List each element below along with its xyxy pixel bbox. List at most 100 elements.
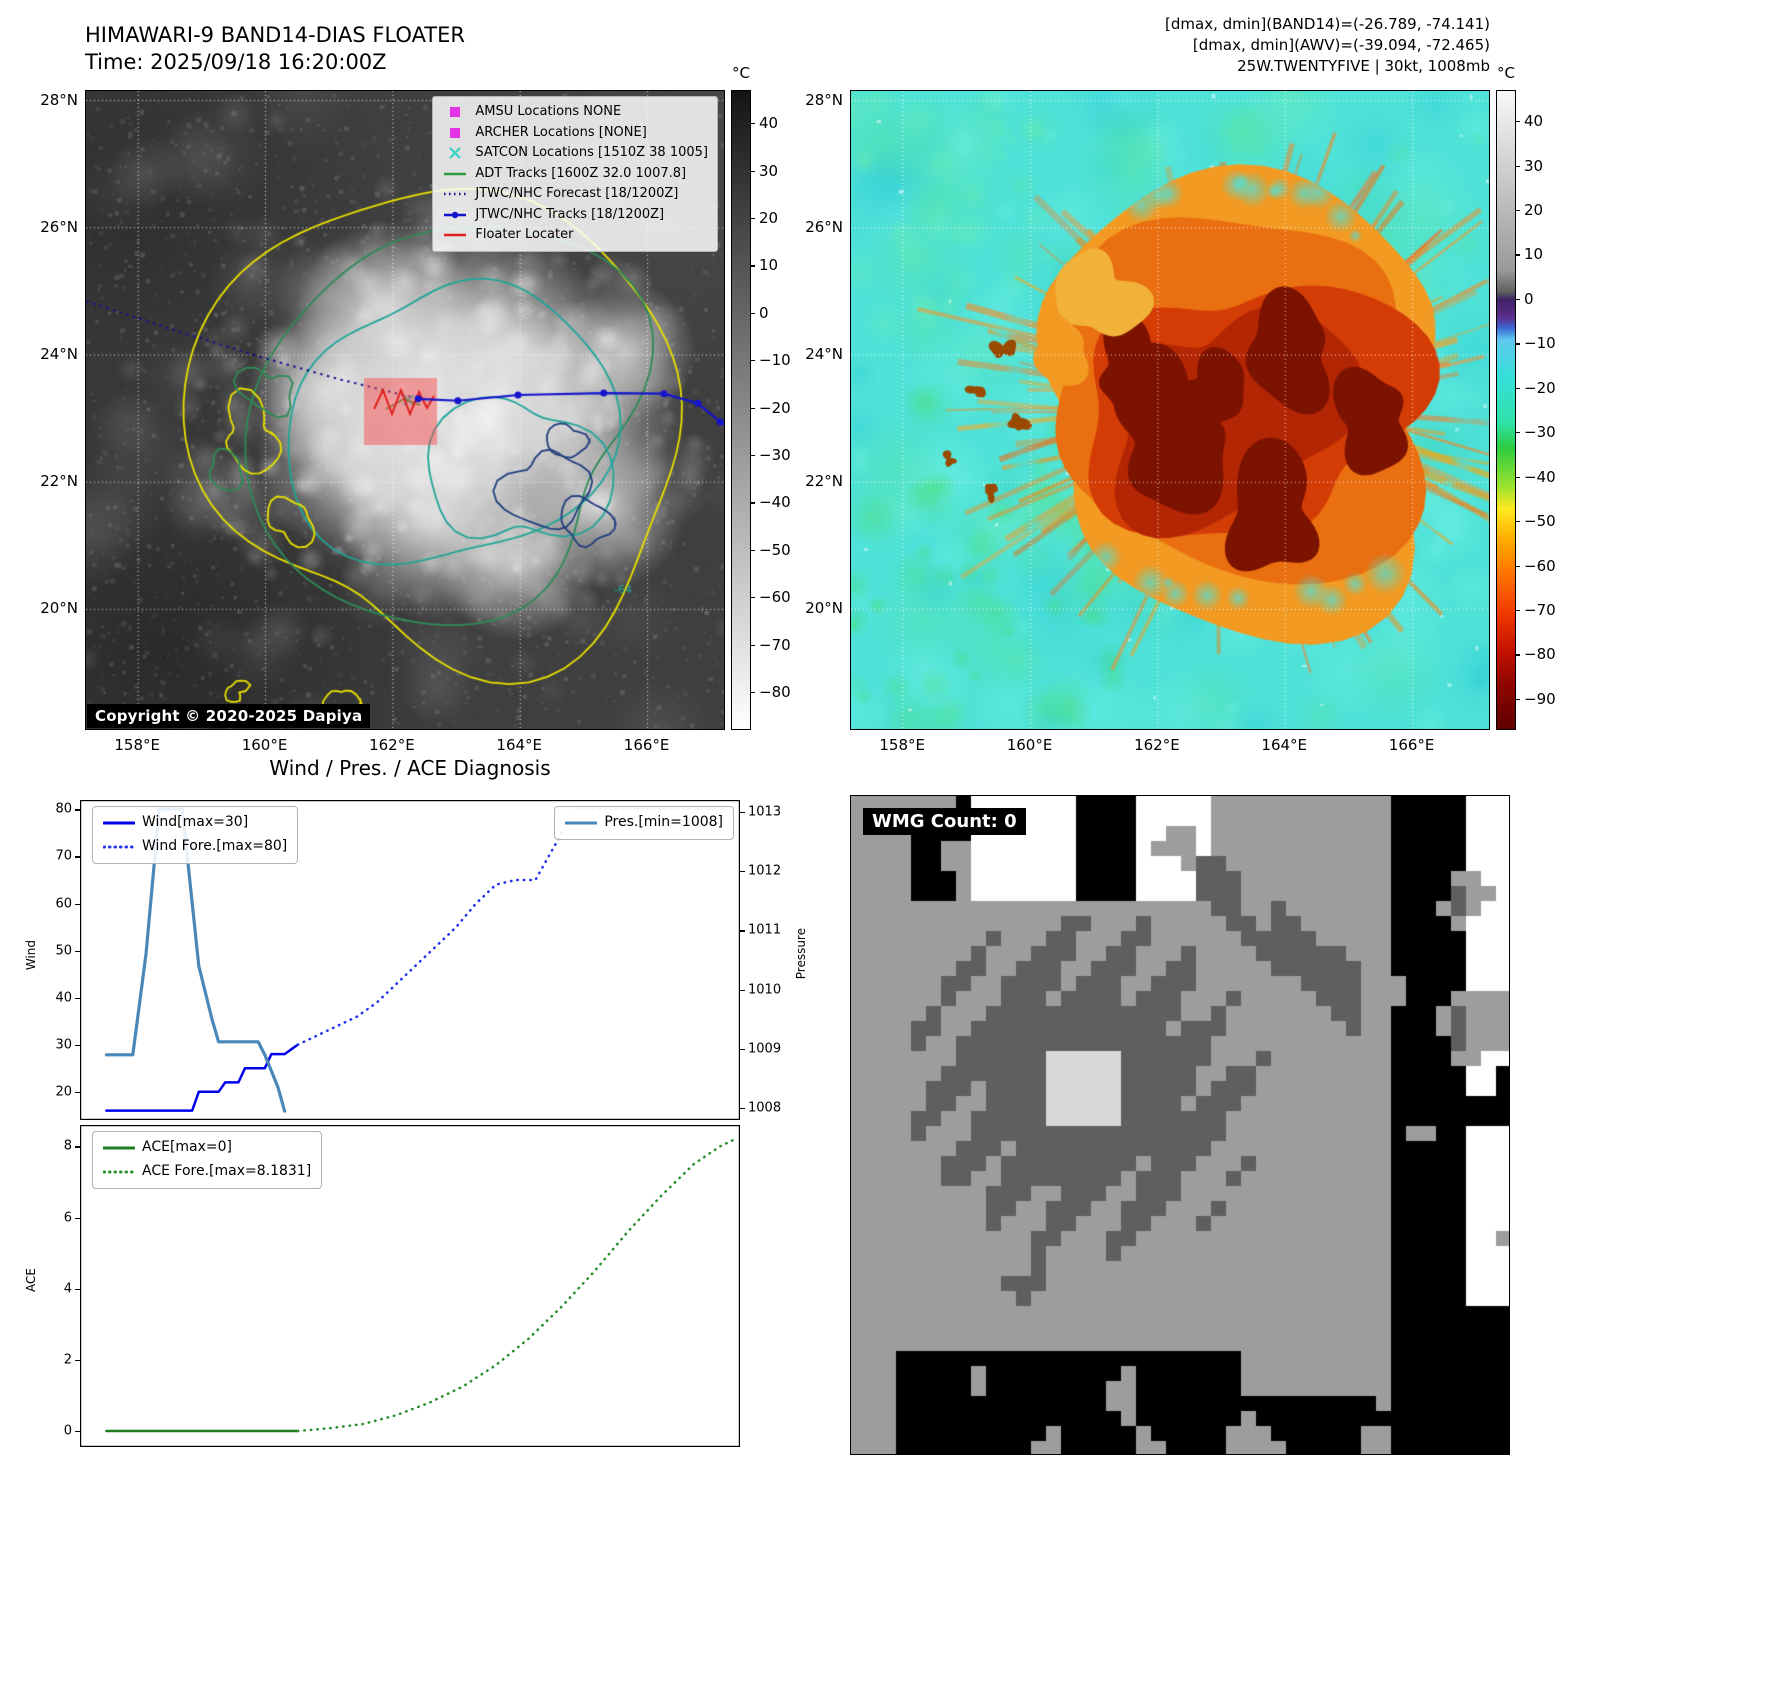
band14-colorbar [731, 90, 751, 730]
dotted-legend-marker-icon [444, 193, 467, 196]
chart-y-tick-right: 1013 [748, 804, 782, 820]
colorbar-tick: 10 [759, 256, 779, 275]
map-x-tick: 166°E [623, 736, 670, 754]
band14-panel-title: HIMAWARI-9 BAND14-DIAS FLOATER [85, 23, 465, 47]
tick-mark [751, 407, 755, 409]
tick-mark [751, 360, 755, 362]
awv-header-storm-info: 25W.TWENTYFIVE | 30kt, 1008mb [1237, 57, 1490, 75]
tick-mark [75, 1288, 80, 1290]
tick-mark [1516, 254, 1520, 256]
map-y-tick: 26°N [805, 217, 843, 236]
copyright-label: Copyright © 2020-2025 Dapiya [87, 704, 371, 728]
map-y-tick: 22°N [805, 472, 843, 491]
tick-mark [1516, 521, 1520, 523]
map-legend-label: Floater Locater [475, 227, 574, 243]
tick-mark [1516, 698, 1520, 701]
colorbar-tick: −80 [1524, 645, 1556, 664]
tick-mark [75, 856, 80, 858]
band14-title-block: HIMAWARI-9 BAND14-DIAS FLOATER Time: 202… [85, 22, 465, 76]
pressure-axis-label: Pressure [794, 928, 808, 980]
chart-legend-label: Wind[max=30] [142, 814, 249, 830]
chart-y-tick: 30 [55, 1037, 72, 1053]
map-x-tick: 160°E [1006, 736, 1053, 754]
map-x-tick: 164°E [496, 736, 543, 754]
chart-y-tick-right: 1010 [748, 982, 782, 998]
tick-mark [75, 1146, 80, 1148]
line-legend-marker-icon [444, 234, 467, 237]
line-legend-marker-icon [444, 172, 467, 176]
colorbar-tick: 0 [759, 303, 769, 322]
chart-legend-item: ACE Fore.[max=8.1831] [103, 1160, 311, 1184]
tick-mark [751, 123, 755, 125]
map-legend-label: AMSU Locations NONE [475, 104, 622, 119]
colorbar-tick: 20 [1524, 201, 1544, 219]
ace-legend: ACE[max=0] ACE Fore.[max=8.1831] [92, 1131, 323, 1189]
map-y-tick: 24°N [40, 345, 78, 363]
tick-mark [1516, 565, 1520, 567]
colorbar-tick: −60 [1524, 556, 1556, 575]
line-marker-legend-marker-icon [444, 211, 467, 219]
map-x-tick: 158°E [114, 736, 160, 754]
map-y-tick: 28°N [805, 90, 843, 109]
tick-mark [75, 1091, 80, 1093]
tick-mark [1516, 210, 1520, 212]
chart-y-tick: 80 [55, 801, 72, 817]
map-legend-item: Floater Locater [442, 225, 708, 246]
colorbar-tick: 30 [1524, 156, 1544, 175]
tick-mark [751, 597, 755, 599]
square-legend-marker-icon [450, 107, 461, 118]
tick-mark [75, 1044, 80, 1046]
tick-mark [740, 871, 745, 873]
map-y-tick: 20°N [40, 599, 78, 618]
band14-map-legend: AMSU Locations NONE ARCHER Locations [NON… [432, 96, 718, 252]
diagnosis-title: Wind / Pres. / ACE Diagnosis [269, 756, 551, 780]
tick-mark [1516, 610, 1520, 612]
tick-mark [75, 950, 80, 952]
tick-mark [1516, 165, 1520, 167]
awv-satellite-panel [850, 90, 1490, 730]
chart-legend-label: ACE Fore.[max=8.1831] [142, 1162, 312, 1179]
map-y-tick: 22°N [40, 472, 78, 491]
chart-legend-label: Pres.[min=1008] [604, 814, 723, 830]
tick-mark [751, 170, 755, 172]
pressure-legend: Pres.[min=1008] [554, 806, 734, 840]
tick-mark [75, 1430, 80, 1433]
chart-y-tick: 4 [63, 1281, 72, 1297]
line-sample-icon [103, 821, 135, 825]
tick-mark [751, 455, 755, 457]
map-y-tick: 24°N [805, 345, 843, 363]
colorbar-tick: −30 [759, 446, 791, 465]
colorbar-tick: −30 [1524, 423, 1556, 442]
colorbar-tick: −40 [1524, 467, 1556, 486]
chart-y-tick: 40 [55, 990, 72, 1006]
map-legend-item: ARCHER Locations [NONE] [442, 123, 708, 144]
chart-y-tick: 60 [55, 896, 72, 912]
chart-y-tick-right: 1009 [748, 1041, 782, 1057]
map-x-tick: 162°E [1134, 736, 1180, 754]
colorbar-tick: −70 [759, 635, 791, 654]
awv-header-dmax-band14: [dmax, dmin](BAND14)=(-26.789, -74.141) [1165, 15, 1490, 33]
tick-mark [1516, 343, 1520, 345]
map-legend-label: ADT Tracks [1600Z 32.0 1007.8] [475, 165, 687, 181]
line-sample-icon [103, 845, 135, 849]
colorbar-tick: −10 [1524, 334, 1556, 353]
chart-legend-item: ACE[max=0] [103, 1136, 311, 1160]
x-legend-marker-icon [449, 147, 462, 160]
awv-satellite-image [851, 91, 1489, 729]
tick-mark [1516, 654, 1520, 656]
line-sample-icon [103, 1146, 135, 1150]
map-legend-item: ADT Tracks [1600Z 32.0 1007.8] [442, 164, 708, 185]
colorbar-tick: 10 [1524, 245, 1544, 264]
ace-chart [80, 1125, 740, 1447]
map-legend-item: JTWC/NHC Tracks [18/1200Z] [442, 205, 708, 226]
map-legend-label: JTWC/NHC Forecast [18/1200Z] [475, 186, 679, 202]
colorbar-tick: −50 [1524, 512, 1556, 531]
colorbar-tick: −60 [759, 588, 791, 607]
map-legend-item: AMSU Locations NONE [442, 102, 708, 123]
map-legend-label: ARCHER Locations [NONE] [475, 124, 647, 140]
chart-y-tick: 20 [55, 1084, 72, 1100]
chart-legend-label: Wind Fore.[max=80] [142, 837, 288, 854]
colorbar-tick: 20 [759, 209, 779, 227]
colorbar-tick: −20 [759, 398, 791, 417]
